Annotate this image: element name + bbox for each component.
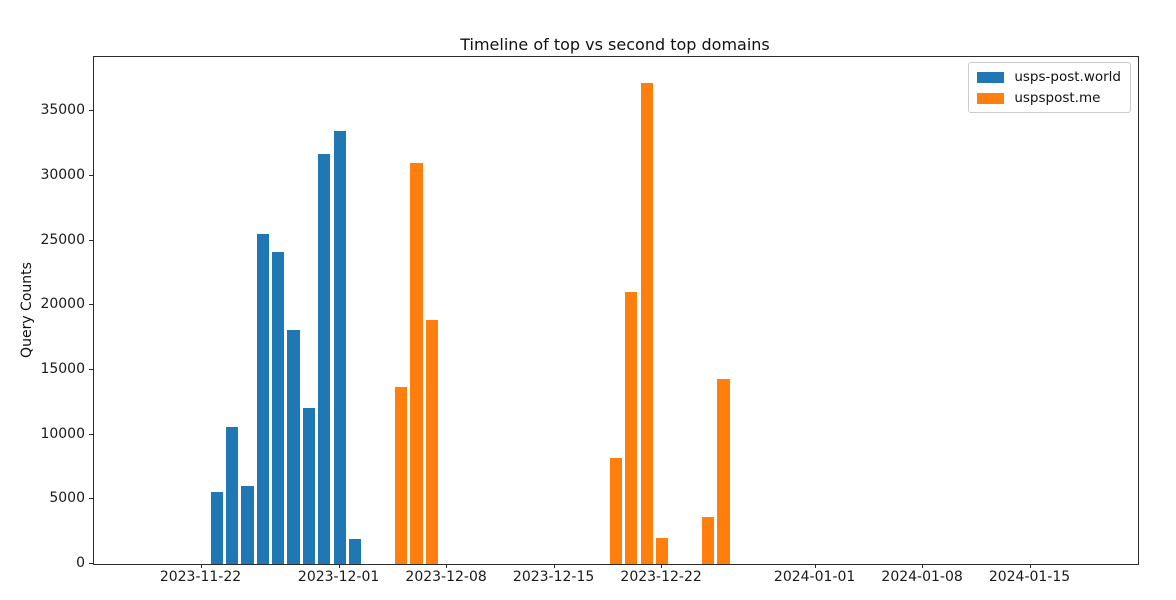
y-tick-label: 15000 (40, 361, 85, 377)
y-tick-label: 10000 (40, 425, 85, 442)
y-tick-mark (89, 239, 93, 241)
x-tick-mark (446, 564, 448, 568)
y-tick-label: 20000 (40, 296, 85, 313)
legend-label: usps-post.world (1014, 69, 1121, 85)
bar-usps-post.world-2023-11-28 (287, 329, 300, 564)
chart-title: Timeline of top vs second top domains (460, 35, 770, 54)
y-axis-label: Query Counts (19, 262, 35, 358)
bar-usps-post.world-2023-11-23 (210, 491, 223, 564)
legend-swatch-icon (977, 71, 1005, 83)
x-tick-label: 2024-01-01 (773, 569, 856, 585)
legend-entry-usps-post.world: usps-post.world (977, 69, 1121, 85)
y-tick-mark (89, 369, 93, 370)
x-tick-mark (814, 564, 816, 568)
legend-swatch-icon (977, 92, 1005, 104)
y-tick-label: 35000 (40, 102, 85, 119)
x-tick-mark (200, 564, 202, 568)
y-tick-label: 30000 (40, 167, 85, 183)
bar-uspspost.me-2023-12-20 (625, 292, 638, 564)
legend: usps-post.world uspspost.me (968, 62, 1131, 113)
x-tick-label: 2024-01-15 (988, 569, 1071, 585)
bar-uspspost.me-2023-12-26 (717, 379, 730, 564)
bar-uspspost.me-2023-12-22 (655, 538, 669, 564)
bar-uspspost.me-2023-12-21 (640, 82, 653, 564)
x-tick-mark (922, 564, 924, 568)
bar-usps-post.world-2023-12-01 (333, 130, 346, 564)
y-tick-label: 25000 (40, 231, 85, 248)
bar-uspspost.me-2023-12-05 (394, 386, 408, 564)
bar-uspspost.me-2023-12-25 (702, 517, 715, 564)
x-tick-label: 2023-12-08 (405, 569, 487, 585)
bar-usps-post.world-2023-12-02 (348, 539, 362, 564)
y-tick-label: 5000 (49, 490, 85, 507)
x-tick-label: 2023-11-22 (159, 569, 242, 585)
bar-usps-post.world-2023-11-26 (256, 234, 269, 564)
legend-label: uspspost.me (1014, 90, 1101, 106)
x-tick-mark (1029, 564, 1031, 568)
bar-usps-post.world-2023-11-25 (241, 486, 254, 564)
bar-uspspost.me-2023-12-06 (410, 163, 423, 564)
bar-usps-post.world-2023-11-29 (302, 407, 316, 564)
x-tick-mark (553, 564, 555, 568)
bar-usps-post.world-2023-11-30 (318, 154, 331, 564)
y-tick-mark (89, 563, 93, 564)
x-tick-label: 2023-12-15 (512, 569, 595, 585)
plot-area: usps-post.world uspspost.me (93, 56, 1139, 565)
y-tick-mark (89, 498, 93, 500)
x-tick-mark (661, 564, 663, 568)
bar-uspspost.me-2023-12-07 (425, 319, 438, 564)
x-tick-mark (338, 564, 340, 568)
x-tick-label: 2024-01-08 (881, 569, 963, 585)
y-tick-mark (89, 433, 93, 435)
bar-usps-post.world-2023-11-27 (272, 252, 285, 564)
y-tick-mark (89, 304, 93, 306)
x-tick-label: 2023-12-22 (620, 569, 702, 585)
y-tick-mark (89, 110, 93, 112)
y-tick-mark (89, 175, 93, 176)
x-tick-label: 2023-12-01 (297, 569, 380, 585)
y-tick-label: 0 (76, 555, 85, 571)
legend-entry-uspspost.me: uspspost.me (977, 90, 1121, 106)
bar-uspspost.me-2023-12-19 (609, 457, 623, 564)
bar-usps-post.world-2023-11-24 (226, 426, 239, 564)
